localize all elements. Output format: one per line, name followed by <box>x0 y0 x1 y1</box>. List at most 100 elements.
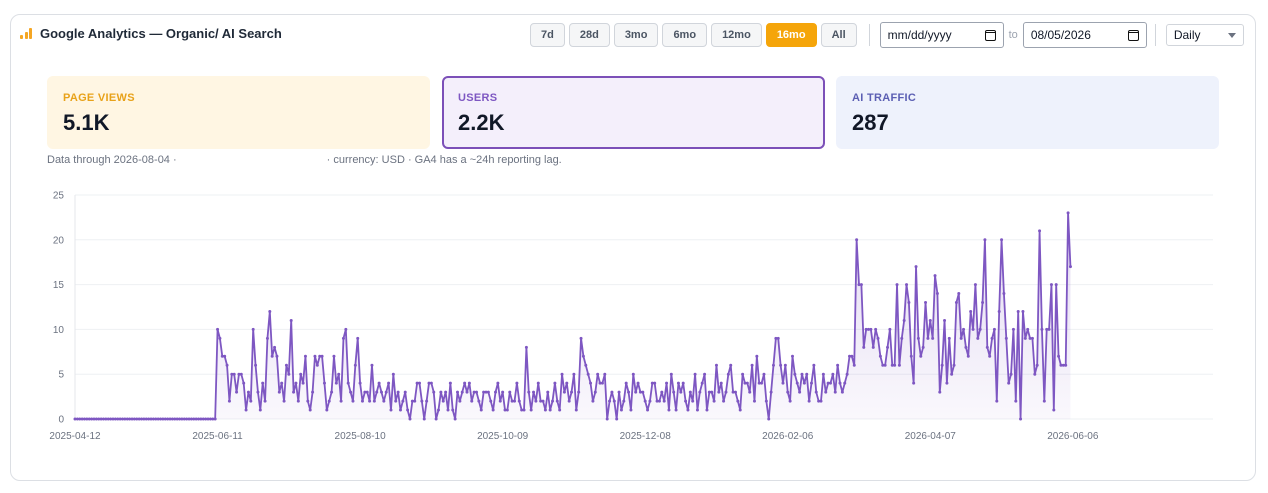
data-point <box>676 381 680 385</box>
data-point <box>893 363 897 367</box>
data-point <box>75 417 79 421</box>
data-point <box>646 408 650 412</box>
data-point <box>698 390 702 394</box>
data-point <box>807 399 811 403</box>
range-button-6mo[interactable]: 6mo <box>662 23 708 47</box>
range-button-7d[interactable]: 7d <box>530 23 565 47</box>
calendar-icon[interactable] <box>1127 29 1139 41</box>
bar-chart-icon <box>20 28 34 39</box>
data-point <box>83 417 86 421</box>
range-button-12mo[interactable]: 12mo <box>711 23 762 47</box>
data-point <box>1000 238 1004 242</box>
data-point <box>536 381 540 385</box>
data-point <box>943 318 947 322</box>
data-point <box>199 417 203 421</box>
data-point <box>750 363 754 367</box>
data-point <box>491 408 495 412</box>
kpi-card-ai-traffic[interactable]: AI TRAFFIC 287 <box>836 76 1219 149</box>
data-point <box>543 408 547 412</box>
range-button-28d[interactable]: 28d <box>568 23 610 47</box>
data-point <box>223 354 227 358</box>
data-point <box>662 399 666 403</box>
data-point <box>1016 309 1020 313</box>
data-point <box>612 399 616 403</box>
data-point <box>558 408 562 412</box>
data-point <box>693 372 697 376</box>
kpi-card-page-views[interactable]: PAGE VIEWS 5.1K <box>47 76 430 149</box>
data-point <box>254 363 258 367</box>
range-button-3mo[interactable]: 3mo <box>613 23 659 47</box>
data-point <box>627 390 631 394</box>
granularity-select[interactable]: Daily <box>1165 24 1244 46</box>
data-point <box>935 292 939 296</box>
data-point <box>883 363 887 367</box>
data-point <box>657 399 661 403</box>
data-point <box>99 417 103 421</box>
data-point <box>726 372 730 376</box>
data-point <box>422 417 426 421</box>
data-point <box>802 381 806 385</box>
calendar-icon[interactable] <box>984 29 996 41</box>
data-point <box>524 345 528 349</box>
y-tick-label: 0 <box>58 415 64 426</box>
data-note-prefix: Data through 2026-08-04 · <box>47 154 177 166</box>
data-point <box>484 390 488 394</box>
data-point <box>969 309 973 313</box>
data-point <box>413 399 417 403</box>
data-point <box>795 381 799 385</box>
data-point <box>325 408 329 412</box>
data-point <box>762 372 766 376</box>
data-point <box>852 363 856 367</box>
data-point <box>947 336 951 340</box>
y-tick-label: 25 <box>53 191 65 202</box>
data-point <box>617 390 621 394</box>
chevron-down-icon <box>1227 32 1236 38</box>
data-point <box>926 336 930 340</box>
data-point <box>365 390 369 394</box>
data-point <box>479 408 483 412</box>
data-point <box>527 390 531 394</box>
data-point <box>1054 283 1058 287</box>
data-point <box>655 399 659 403</box>
date-from-input[interactable]: mm/dd/yyyy <box>879 22 1004 48</box>
data-point <box>501 390 505 394</box>
series-area <box>75 212 1071 419</box>
data-point <box>731 390 735 394</box>
data-point <box>905 283 909 287</box>
data-point <box>237 372 241 376</box>
data-point <box>990 336 994 340</box>
data-point <box>933 274 937 278</box>
data-point <box>396 390 400 394</box>
data-point <box>97 417 101 421</box>
data-point <box>781 381 785 385</box>
data-point <box>1026 327 1030 331</box>
data-point <box>102 417 106 421</box>
data-point <box>477 399 481 403</box>
data-point <box>263 399 267 403</box>
y-tick-label: 15 <box>53 280 65 291</box>
data-point <box>225 363 229 367</box>
data-point <box>470 399 474 403</box>
data-point <box>829 381 832 385</box>
range-button-16mo[interactable]: 16mo <box>765 23 817 47</box>
data-point <box>92 417 96 421</box>
data-point <box>1047 327 1051 331</box>
data-point <box>410 399 414 403</box>
data-point <box>194 417 198 421</box>
data-point <box>914 265 918 269</box>
data-point <box>458 399 462 403</box>
data-point <box>289 318 293 322</box>
date-to-input[interactable]: 08/05/2026 <box>1022 22 1147 48</box>
data-point <box>952 363 956 367</box>
x-tick-label: 2025-10-09 <box>477 431 529 442</box>
data-point <box>132 417 136 421</box>
data-point <box>353 363 357 367</box>
data-point <box>600 381 604 385</box>
data-point <box>648 399 652 403</box>
data-point <box>494 390 498 394</box>
data-point <box>118 417 122 421</box>
kpi-card-users[interactable]: USERS 2.2K <box>442 76 825 149</box>
range-button-all[interactable]: All <box>820 23 857 47</box>
data-point <box>417 381 421 385</box>
